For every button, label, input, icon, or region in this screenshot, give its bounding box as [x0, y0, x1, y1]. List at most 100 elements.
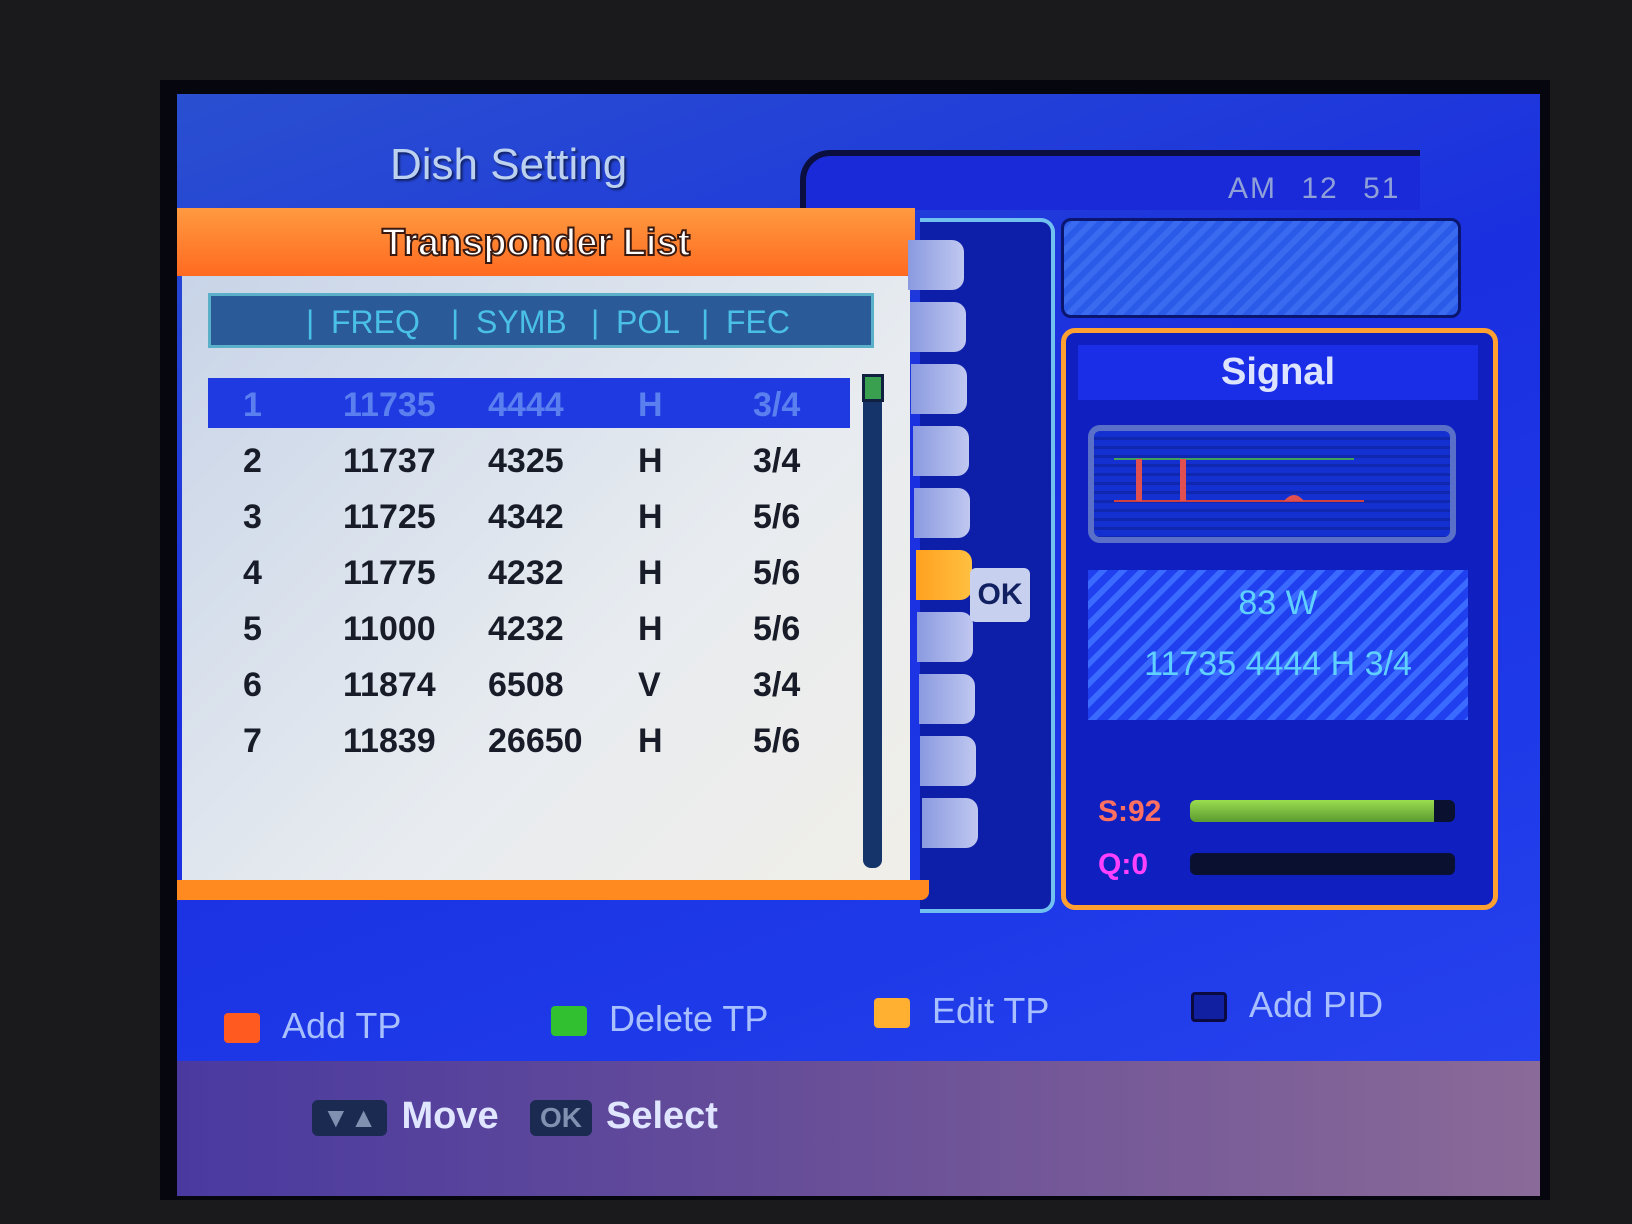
cell-freq: 11775 — [343, 554, 436, 592]
list-title: Transponder List — [381, 221, 691, 265]
side-tab[interactable] — [911, 364, 967, 414]
cell-n: 1 — [243, 386, 262, 424]
current-transponder: 11735 4444 H 3/4 — [1144, 645, 1412, 683]
table-row[interactable]: 2 11737 4325 H 3/4 — [208, 434, 850, 484]
col-symb: SYMB — [476, 304, 567, 340]
key-label: Delete TP — [609, 998, 769, 1039]
side-tab[interactable] — [914, 488, 970, 538]
cell-fec: 5/6 — [753, 554, 801, 592]
spectrum-peak — [1284, 495, 1304, 501]
side-tab-active[interactable] — [915, 550, 972, 600]
cell-fec: 5/6 — [753, 722, 801, 760]
cell-symb: 26650 — [488, 722, 583, 760]
cell-n: 5 — [243, 610, 262, 648]
color-key-edit-tp[interactable]: Edit TP — [874, 990, 1049, 1032]
table-row[interactable]: 4 11775 4232 H 5/6 — [208, 546, 850, 596]
transponder-list-header: Transponder List — [177, 208, 915, 276]
color-swatch-icon — [874, 998, 910, 1029]
cell-pol: H — [638, 442, 663, 480]
cell-n: 7 — [243, 722, 262, 760]
signal-title: Signal — [1078, 345, 1478, 400]
side-tab[interactable] — [920, 736, 976, 786]
cell-pol: H — [638, 386, 663, 424]
cell-fec: 3/4 — [753, 666, 801, 704]
side-tab[interactable] — [918, 674, 975, 724]
color-key-delete-tp[interactable]: Delete TP — [551, 998, 768, 1040]
cell-pol: V — [638, 666, 661, 704]
cell-pol: H — [638, 554, 663, 592]
page-title: Dish Setting — [390, 140, 628, 189]
clock-hour: 12 — [1301, 172, 1339, 205]
satellite-name: 83 W — [1238, 584, 1318, 622]
table-row[interactable]: 3 11725 4342 H 5/6 — [208, 490, 850, 540]
table-row[interactable]: 5 11000 4232 H 5/6 — [208, 602, 850, 652]
cell-pol: H — [638, 722, 663, 760]
list-footer-bar — [177, 880, 929, 900]
cell-n: 2 — [243, 442, 262, 480]
cell-freq: 11725 — [343, 498, 436, 536]
cell-freq: 11737 — [343, 442, 436, 480]
color-key-add-tp[interactable]: Add TP — [224, 1005, 401, 1047]
color-swatch-icon — [551, 1006, 587, 1037]
scrollbar[interactable] — [863, 374, 882, 868]
col-freq: FREQ — [331, 304, 420, 340]
quality-label: Q:0 — [1098, 848, 1149, 881]
table-row[interactable]: 1 11735 4444 H 3/4 — [208, 378, 850, 428]
clock: AM 12 51 — [1228, 172, 1400, 206]
cell-pol: H — [638, 498, 663, 536]
cell-fec: 5/6 — [753, 498, 801, 536]
cell-fec: 5/6 — [753, 610, 801, 648]
side-tab[interactable] — [908, 240, 964, 290]
hint-select: OK Select — [530, 1095, 718, 1138]
ok-button[interactable]: OK — [970, 568, 1030, 622]
col-pol: POL — [616, 304, 681, 340]
spectrum-display — [1088, 425, 1456, 543]
top-band — [800, 150, 1420, 210]
spectrum-graph — [1114, 458, 1364, 502]
cell-freq: 11874 — [343, 666, 436, 704]
color-key-add-pid[interactable]: Add PID — [1191, 984, 1383, 1026]
cell-fec: 3/4 — [753, 442, 801, 480]
scrollbar-thumb[interactable] — [862, 374, 884, 402]
quality-bar — [1190, 853, 1455, 875]
column-header: | FREQ | SYMB | POL | FEC — [208, 293, 874, 348]
strength-bar — [1190, 800, 1455, 822]
cell-fec: 3/4 — [753, 386, 801, 424]
cell-freq: 11839 — [343, 722, 436, 760]
move-key: ▼▲ — [312, 1099, 388, 1136]
info-box — [1061, 218, 1461, 318]
side-tab[interactable] — [917, 612, 973, 662]
hint-move: ▼▲ Move — [312, 1095, 499, 1138]
table-row[interactable]: 7 11839 26650 H 5/6 — [208, 714, 850, 764]
cell-symb: 4232 — [488, 610, 564, 648]
hint-move-label: Move — [401, 1095, 499, 1137]
transponder-info: 83 W 11735 4444 H 3/4 — [1088, 570, 1468, 720]
color-swatch-icon — [224, 1013, 260, 1044]
spectrum-peak — [1136, 459, 1142, 501]
cell-symb: 4342 — [488, 498, 564, 536]
key-label: Add PID — [1249, 984, 1384, 1025]
cell-symb: 4325 — [488, 442, 564, 480]
hint-select-label: Select — [606, 1095, 718, 1137]
cell-symb: 4444 — [488, 386, 564, 424]
cell-symb: 4232 — [488, 554, 564, 592]
clock-minute: 51 — [1363, 172, 1401, 205]
cell-n: 4 — [243, 554, 262, 592]
key-label: Add TP — [282, 1005, 402, 1046]
side-tab[interactable] — [909, 302, 966, 352]
key-label: Edit TP — [932, 990, 1050, 1031]
table-row[interactable]: 6 11874 6508 V 3/4 — [208, 658, 850, 708]
cell-n: 3 — [243, 498, 262, 536]
cell-freq: 11000 — [343, 610, 436, 648]
hint-bar — [177, 1061, 1540, 1196]
clock-ampm: AM — [1228, 172, 1277, 205]
side-tab[interactable] — [921, 798, 978, 848]
color-swatch-icon — [1191, 992, 1227, 1023]
cell-freq: 11735 — [343, 386, 436, 424]
ok-key: OK — [530, 1099, 592, 1136]
strength-label: S:92 — [1098, 795, 1162, 828]
cell-pol: H — [638, 610, 663, 648]
cell-symb: 6508 — [488, 666, 564, 704]
col-fec: FEC — [726, 304, 790, 340]
side-tab[interactable] — [912, 426, 969, 476]
